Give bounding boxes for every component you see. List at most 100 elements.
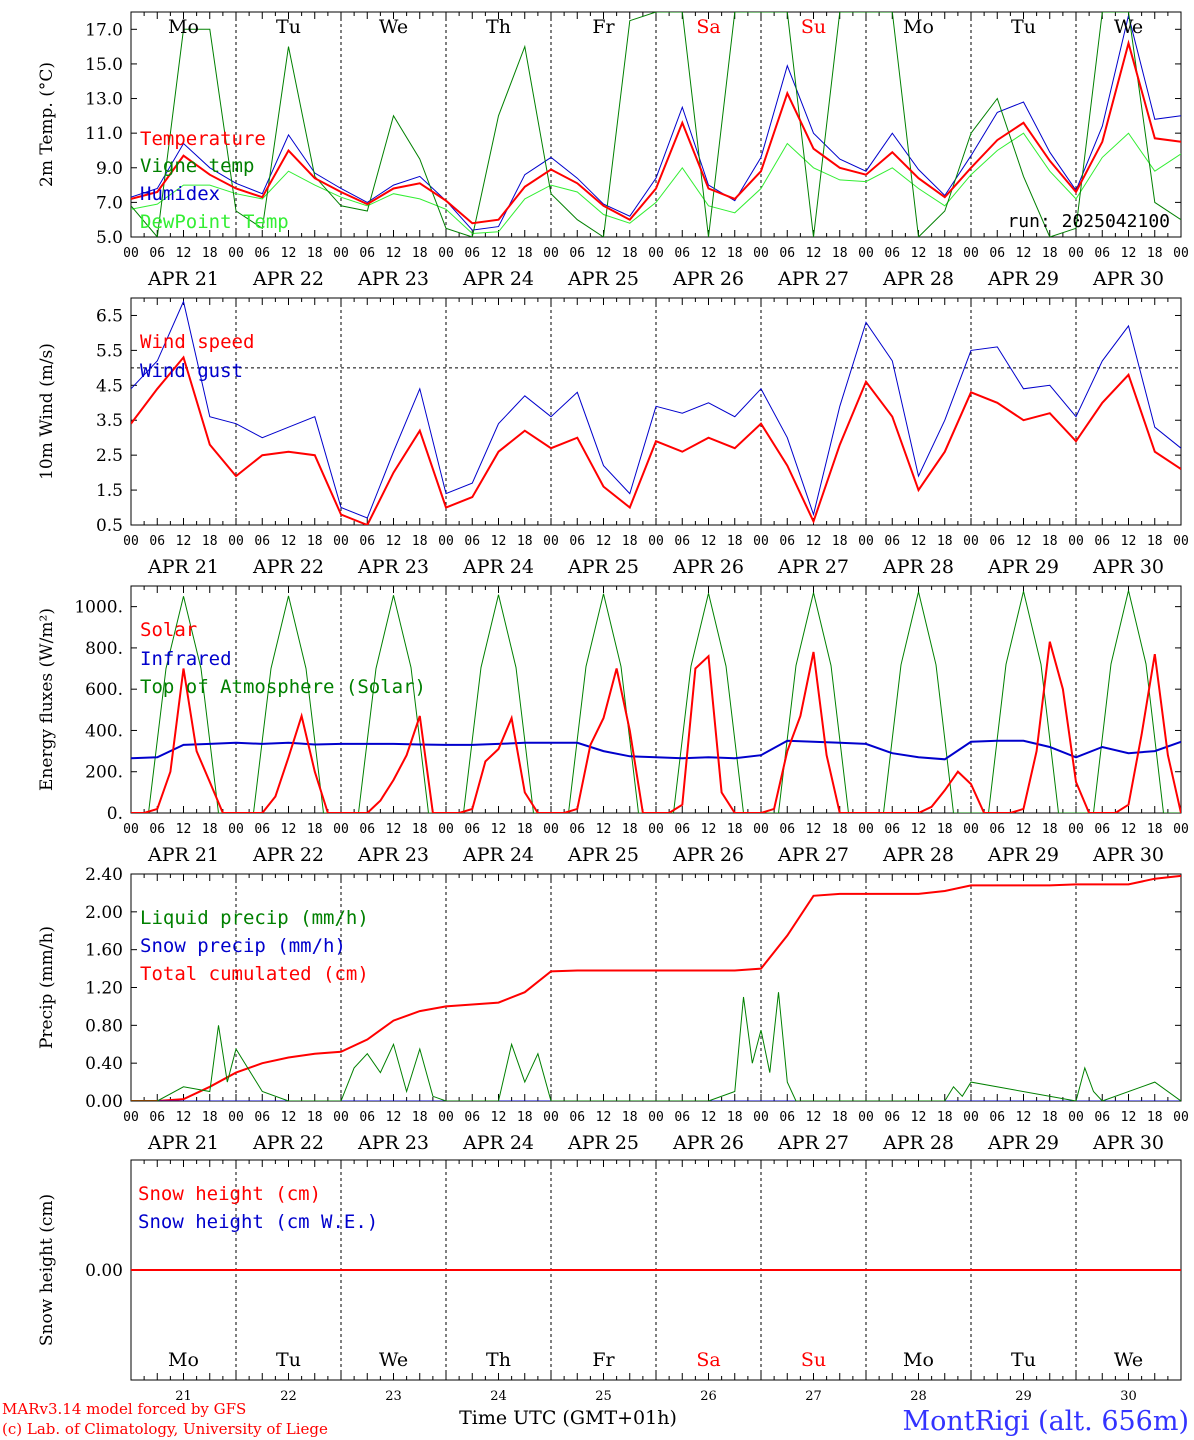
temp-hour-label: 00 — [123, 246, 139, 261]
day-number: 24 — [490, 1389, 507, 1404]
snow-day-name: Tu — [1011, 1349, 1036, 1371]
temp-series-temperature — [131, 39, 1181, 225]
precip-date-label: APR 28 — [882, 1132, 954, 1154]
energy-hour-label: 06 — [884, 822, 900, 837]
temp-y-axis-label: 2m Temp. (°C) — [37, 62, 57, 187]
wind-y-tick-label: 0.5 — [96, 516, 123, 536]
precip-hour-label: 06 — [254, 1110, 270, 1125]
day-number: 29 — [1015, 1389, 1032, 1404]
temp-hour-label: 12 — [1121, 246, 1137, 261]
temp-hour-label: 12 — [806, 246, 822, 261]
day-number: 27 — [805, 1389, 822, 1404]
precip-legend-entry: Snow precip (mm/h) — [140, 935, 346, 957]
wind-hour-label: 18 — [1042, 534, 1058, 549]
wind-y-tick-label: 1.5 — [96, 481, 123, 501]
energy-hour-label: 06 — [464, 822, 480, 837]
energy-hour-label: 12 — [911, 822, 927, 837]
wind-hour-label: 06 — [569, 534, 585, 549]
snow-panel: 0.00 Snow height (cm) Snow height (cm) Snow… — [37, 1159, 1182, 1404]
wind-hour-label: 06 — [674, 534, 690, 549]
temp-hour-label: 06 — [884, 246, 900, 261]
temp-day-name: Fr — [592, 16, 615, 38]
energy-hour-label: 12 — [491, 822, 507, 837]
snow-y-tick-label: 0.00 — [85, 1261, 123, 1281]
precip-hour-label: 12 — [596, 1110, 612, 1125]
temp-hour-label: 00 — [1173, 246, 1189, 261]
wind-hour-label: 12 — [911, 534, 927, 549]
energy-hour-label: 12 — [176, 822, 192, 837]
wind-hour-label: 18 — [1147, 534, 1163, 549]
precip-hour-label: 06 — [149, 1110, 165, 1125]
precip-hour-label: 06 — [779, 1110, 795, 1125]
wind-hour-label: 06 — [884, 534, 900, 549]
wind-legend-entry: Wind gust — [140, 360, 243, 382]
temp-series-vigne-temp — [131, 12, 1181, 237]
precip-hour-label: 18 — [937, 1110, 953, 1125]
energy-hour-label: 06 — [989, 822, 1005, 837]
wind-date-label: APR 21 — [147, 556, 219, 578]
precip-hour-label: 00 — [438, 1110, 454, 1125]
wind-hour-label: 00 — [123, 534, 139, 549]
energy-hour-label: 06 — [674, 822, 690, 837]
energy-hour-label: 12 — [701, 822, 717, 837]
wind-panel: 0.5 1.5 2.5 3.5 4.5 5.5 6.5 10m Wind (m/s) Wind … — [37, 297, 1189, 578]
temp-hour-label: 18 — [1042, 246, 1058, 261]
energy-date-label: APR 25 — [567, 844, 639, 866]
temp-legend-entry: Temperature — [140, 128, 266, 150]
precip-series-total-cumulated-cm — [131, 874, 1181, 1101]
precip-hour-label: 00 — [228, 1110, 244, 1125]
day-number: 30 — [1120, 1389, 1137, 1404]
wind-hour-label: 00 — [753, 534, 769, 549]
wind-y-axis-label: 10m Wind (m/s) — [37, 343, 57, 480]
precip-hour-label: 18 — [1147, 1110, 1163, 1125]
wind-hour-label: 00 — [963, 534, 979, 549]
energy-y-tick-label: 200. — [85, 763, 123, 783]
precip-hour-label: 00 — [333, 1110, 349, 1125]
temp-date-label: APR 24 — [462, 268, 534, 290]
energy-series-top-of-atmosphere-solar — [131, 590, 1181, 813]
energy-date-label: APR 30 — [1092, 844, 1164, 866]
temp-hour-label: 00 — [438, 246, 454, 261]
precip-hour-label: 12 — [806, 1110, 822, 1125]
snow-day-name: Mo — [903, 1349, 934, 1371]
wind-hour-label: 00 — [858, 534, 874, 549]
precip-hour-label: 18 — [307, 1110, 323, 1125]
temp-hour-label: 00 — [543, 246, 559, 261]
energy-hour-label: 12 — [596, 822, 612, 837]
temp-legend-entry: DewPoint Temp — [140, 211, 289, 233]
temp-day-name: We — [379, 16, 408, 38]
temp-hour-label: 12 — [1016, 246, 1032, 261]
energy-date-label: APR 26 — [672, 844, 744, 866]
precip-y-tick-label: 1.20 — [85, 979, 123, 999]
wind-series-wind-gust — [131, 299, 1181, 519]
temp-hour-label: 18 — [412, 246, 428, 261]
energy-hour-label: 00 — [858, 822, 874, 837]
precip-hour-label: 06 — [1094, 1110, 1110, 1125]
temp-y-tick-label: 11.0 — [85, 124, 123, 144]
wind-y-tick-label: 3.5 — [96, 411, 123, 431]
temp-day-name: Su — [801, 16, 826, 38]
temp-hour-label: 18 — [937, 246, 953, 261]
precip-date-label: APR 22 — [252, 1132, 324, 1154]
wind-hour-label: 12 — [701, 534, 717, 549]
credit-line-1: MARv3.14 model forced by GFS — [2, 1400, 246, 1418]
wind-date-label: APR 27 — [777, 556, 849, 578]
precip-y-tick-label: 0.40 — [85, 1054, 123, 1074]
day-number: 21 — [175, 1389, 192, 1404]
energy-legend-entry: Solar — [140, 619, 197, 641]
temp-date-label: APR 23 — [357, 268, 429, 290]
temp-y-tick-label: 9.0 — [96, 159, 123, 179]
energy-date-label: APR 23 — [357, 844, 429, 866]
wind-hour-label: 06 — [254, 534, 270, 549]
precip-hour-label: 18 — [517, 1110, 533, 1125]
energy-y-tick-label: 400. — [85, 721, 123, 741]
wind-hour-label: 06 — [989, 534, 1005, 549]
energy-hour-label: 00 — [753, 822, 769, 837]
precip-date-label: APR 30 — [1092, 1132, 1164, 1154]
temp-day-name: We — [1114, 16, 1143, 38]
energy-y-tick-label: 1000. — [74, 598, 123, 618]
precip-y-axis-label: Precip (mm/h) — [37, 926, 57, 1049]
temp-hour-label: 00 — [333, 246, 349, 261]
temp-day-name: Mo — [903, 16, 934, 38]
